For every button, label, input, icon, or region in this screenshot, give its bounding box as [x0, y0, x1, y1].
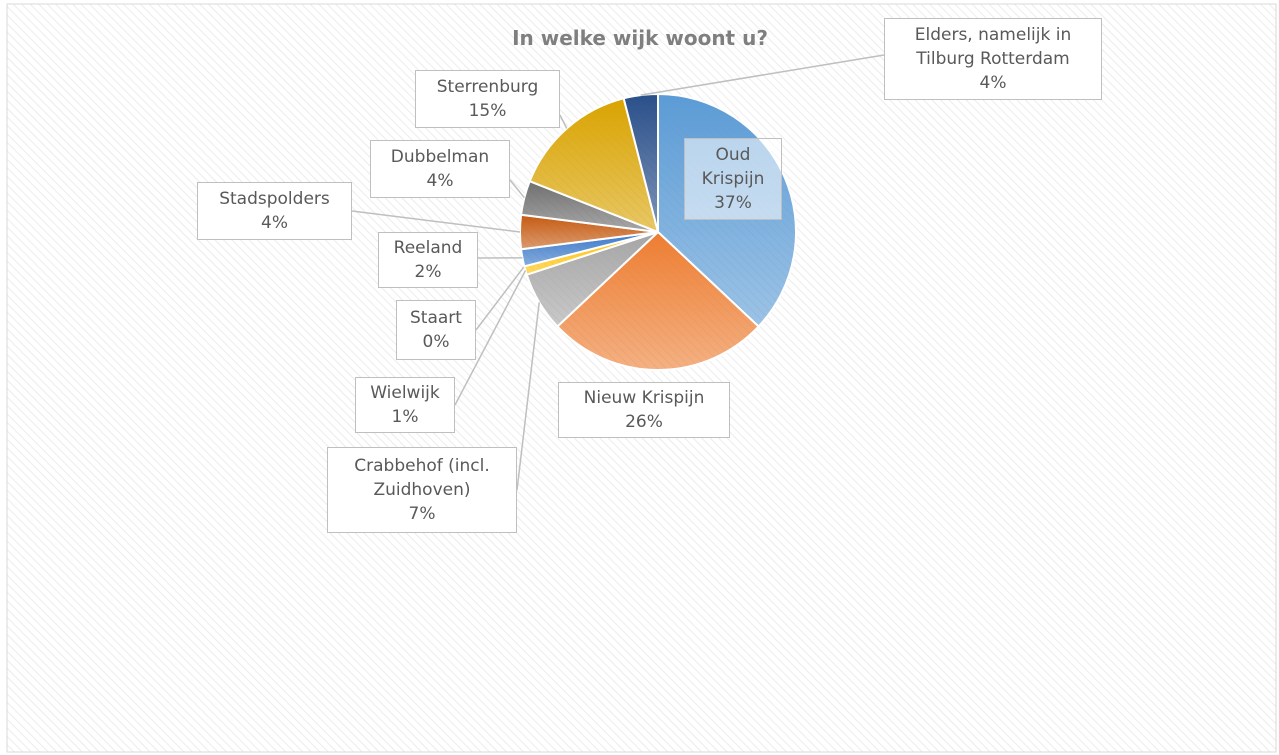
- leader-line: [509, 179, 525, 199]
- pie-slice: [555, 230, 761, 371]
- leader-line: [640, 54, 885, 96]
- leader-line: [516, 302, 540, 491]
- data-label: Staart 0%: [396, 300, 476, 360]
- data-label: Stadspolders 4%: [197, 182, 352, 240]
- data-label: Dubbelman 4%: [370, 140, 510, 198]
- data-label: Nieuw Krispijn 26%: [558, 382, 730, 438]
- value-label: 26%: [625, 412, 663, 432]
- value-label: 4%: [426, 171, 454, 191]
- value-label: 7%: [408, 504, 436, 524]
- category-label: Reeland: [393, 238, 463, 258]
- value-label: 15%: [468, 101, 507, 121]
- category-label: Staart: [410, 308, 462, 328]
- value-label: 4%: [261, 213, 288, 233]
- value-label: 1%: [391, 407, 419, 427]
- value-label: 4%: [979, 73, 1007, 93]
- data-label: Crabbehof (incl. Zuidhoven) 7%: [327, 447, 517, 533]
- leader-line: [454, 270, 527, 406]
- data-label: Sterrenburg 15%: [415, 70, 560, 128]
- category-label: Elders, namelijk in Tilburg Rotterdam: [914, 25, 1072, 69]
- value-label: 0%: [422, 332, 450, 352]
- value-label: 37%: [714, 193, 752, 213]
- data-label: Elders, namelijk in Tilburg Rotterdam 4%: [884, 18, 1102, 100]
- chart-title: In welke wijk woont u?: [512, 26, 768, 50]
- category-label: Oud Krispijn: [701, 145, 765, 189]
- leader-line: [351, 210, 521, 233]
- category-label: Nieuw Krispijn: [583, 388, 705, 408]
- data-label: Wielwijk 1%: [355, 377, 455, 433]
- leader-line: [475, 265, 525, 331]
- data-label: Oud Krispijn 37%: [684, 138, 782, 220]
- category-label: Wielwijk: [370, 383, 440, 403]
- leader-line: [559, 114, 568, 129]
- category-label: Dubbelman: [390, 147, 490, 167]
- category-label: Crabbehof (incl. Zuidhoven): [354, 456, 490, 500]
- value-label: 2%: [414, 262, 442, 282]
- category-label: Sterrenburg: [436, 77, 539, 97]
- data-label: Reeland 2%: [378, 232, 478, 288]
- category-label: Stadspolders: [219, 189, 330, 209]
- pie-slice: [528, 97, 660, 234]
